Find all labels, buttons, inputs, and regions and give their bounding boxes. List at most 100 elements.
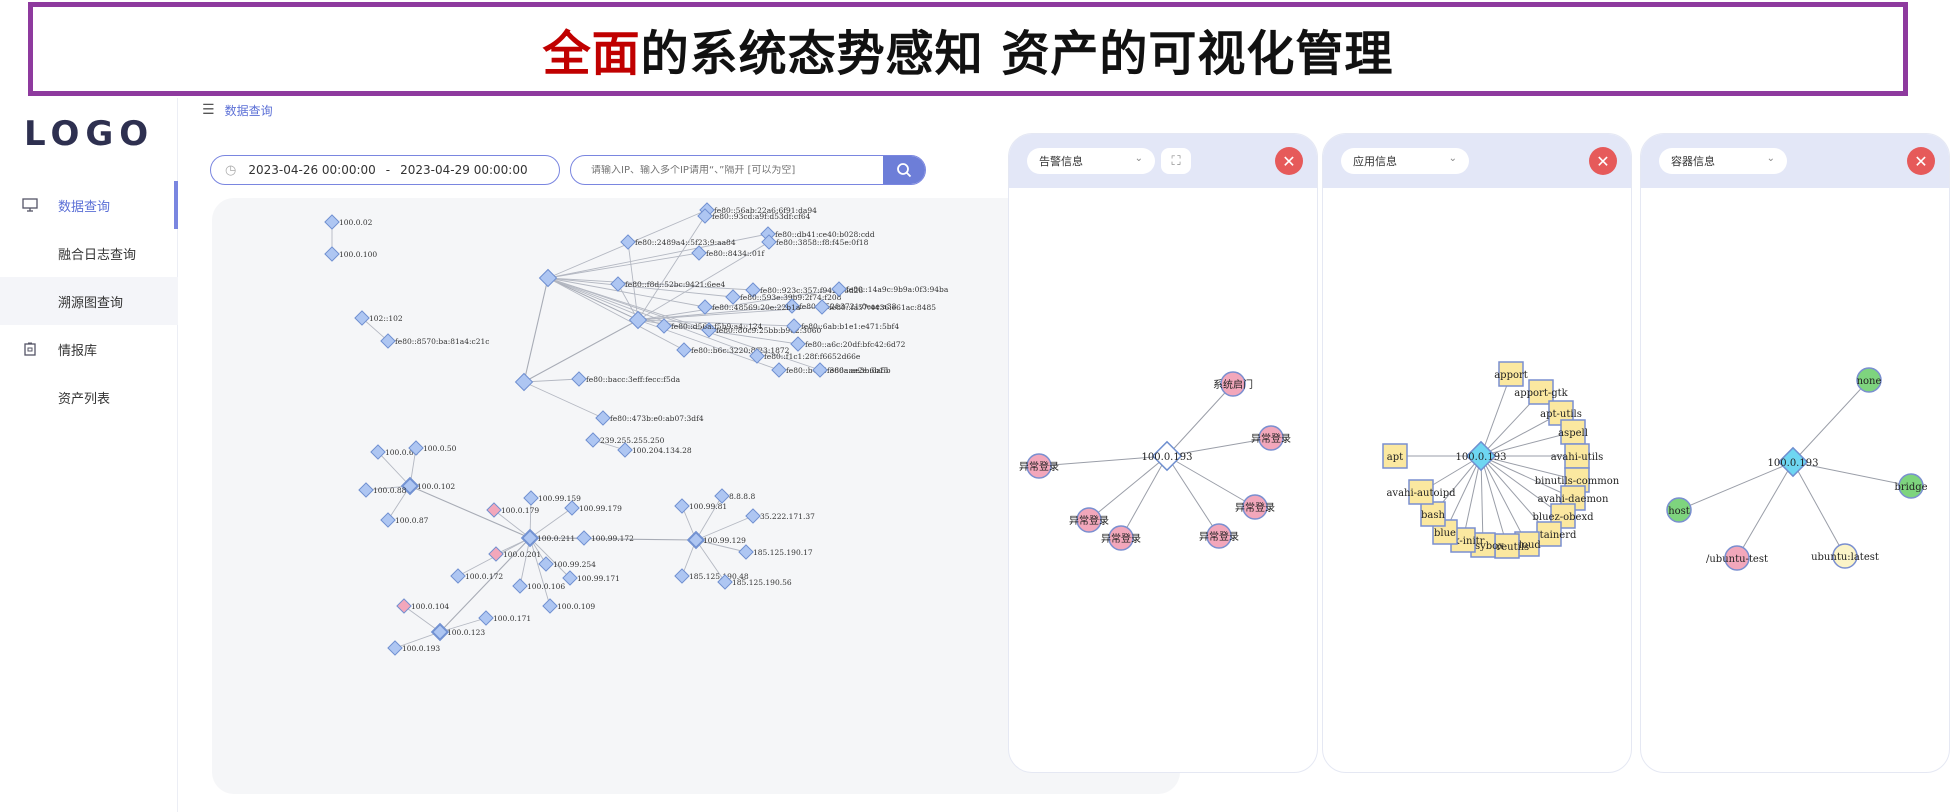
panel-node[interactable] — [1550, 503, 1576, 529]
graph-node[interactable] — [396, 598, 412, 614]
date-range-picker[interactable]: ◷ 2023-04-26 00:00:00 - 2023-04-29 00:00… — [210, 155, 560, 185]
graph-node[interactable] — [538, 556, 554, 572]
graph-node[interactable] — [585, 432, 601, 448]
graph-node[interactable] — [745, 508, 761, 524]
graph-node[interactable] — [674, 498, 690, 514]
graph-node[interactable] — [697, 299, 713, 315]
close-icon[interactable]: ✕ — [1275, 147, 1303, 175]
graph-node[interactable] — [749, 348, 765, 364]
graph-node[interactable] — [358, 482, 374, 498]
info-type-select[interactable]: 应用信息 ⌄ — [1341, 148, 1469, 174]
graph-hub-node[interactable] — [628, 310, 648, 330]
panel-node[interactable] — [1420, 501, 1446, 527]
info-type-select[interactable]: 容器信息 ⌄ — [1659, 148, 1787, 174]
graph-node[interactable] — [564, 500, 580, 516]
graph-node[interactable] — [717, 574, 733, 590]
panel-node[interactable] — [1898, 473, 1924, 499]
graph-node[interactable] — [380, 333, 396, 349]
close-icon[interactable]: ✕ — [1907, 147, 1935, 175]
graph-node[interactable] — [812, 362, 828, 378]
graph-node[interactable] — [761, 234, 777, 250]
graph-node[interactable] — [784, 298, 800, 314]
panel-node[interactable] — [1528, 379, 1554, 405]
graph-node[interactable] — [522, 530, 538, 546]
graph-node[interactable] — [674, 568, 690, 584]
search-button[interactable] — [883, 156, 925, 184]
graph-node[interactable] — [354, 310, 370, 326]
panel-node[interactable] — [1258, 425, 1284, 451]
graph-node[interactable] — [432, 624, 448, 640]
panel-node[interactable] — [1498, 361, 1524, 387]
panel-node[interactable] — [1832, 543, 1858, 569]
graph-node[interactable] — [370, 444, 386, 460]
panel-center-node[interactable] — [1777, 446, 1809, 478]
menu-fold-icon[interactable]: ☰ — [202, 102, 215, 118]
network-graph-canvas[interactable]: fe80::56ab:22a6:6f91:da94fe80::93cd:a9f:… — [212, 198, 1180, 794]
close-icon[interactable]: ✕ — [1589, 147, 1617, 175]
graph-node[interactable] — [688, 532, 704, 548]
graph-hub-node[interactable] — [514, 372, 534, 392]
panel-node[interactable] — [1026, 453, 1052, 479]
graph-node[interactable] — [523, 490, 539, 506]
sidebar-item-log-query[interactable]: 融合日志查询 — [0, 229, 178, 277]
graph-node[interactable] — [324, 246, 340, 262]
graph-node[interactable] — [408, 440, 424, 456]
graph-hub-node[interactable] — [538, 268, 558, 288]
expand-icon[interactable]: ⛶ — [1161, 148, 1191, 174]
graph-node[interactable] — [486, 502, 502, 518]
graph-node[interactable] — [691, 245, 707, 261]
panel-node[interactable] — [1560, 419, 1586, 445]
graph-node[interactable] — [610, 276, 626, 292]
ip-search-input[interactable] — [591, 164, 861, 176]
sidebar-item-intel[interactable]: 情报库 — [0, 325, 178, 373]
graph-node[interactable] — [380, 512, 396, 528]
sidebar-item-assets[interactable]: 资产列表 — [0, 373, 178, 421]
container-graph[interactable]: none bridge host/ubuntu-test ubuntu:latest 1… — [1641, 188, 1950, 773]
graph-node[interactable] — [402, 478, 418, 494]
graph-node[interactable] — [697, 208, 713, 224]
graph-node[interactable] — [771, 362, 787, 378]
graph-node[interactable] — [738, 544, 754, 560]
graph-node[interactable] — [786, 318, 802, 334]
sidebar-item-trace-query[interactable]: 溯源图查询 — [0, 277, 178, 325]
graph-node[interactable] — [701, 322, 717, 338]
panel-node[interactable] — [1564, 443, 1590, 469]
graph-node[interactable] — [620, 234, 636, 250]
panel-node[interactable] — [1382, 443, 1408, 469]
graph-node[interactable] — [478, 610, 494, 626]
panel-node[interactable] — [1220, 371, 1246, 397]
graph-node[interactable] — [831, 281, 847, 297]
panel-node[interactable] — [1408, 479, 1434, 505]
graph-node[interactable] — [571, 371, 587, 387]
graph-node[interactable] — [725, 289, 741, 305]
panel-node[interactable] — [1076, 507, 1102, 533]
graph-node[interactable] — [814, 299, 830, 315]
graph-node[interactable] — [512, 578, 528, 594]
info-type-select[interactable]: 告警信息 ⌄ — [1027, 148, 1155, 174]
graph-node[interactable] — [542, 598, 558, 614]
graph-node[interactable] — [676, 342, 692, 358]
graph-node[interactable] — [488, 546, 504, 562]
panel-node[interactable] — [1856, 367, 1882, 393]
panel-node[interactable] — [1242, 494, 1268, 520]
date-end[interactable]: 2023-04-29 00:00:00 — [400, 163, 528, 177]
graph-node[interactable] — [790, 336, 806, 352]
graph-node[interactable] — [387, 640, 403, 656]
graph-node[interactable] — [450, 568, 466, 584]
sidebar-item-data-query[interactable]: 数据查询 — [0, 181, 178, 229]
date-start[interactable]: 2023-04-26 00:00:00 — [248, 163, 376, 177]
app-graph[interactable]: apport apport-gtk apt-utils aspell avahi-uti… — [1323, 188, 1632, 773]
panel-center-node[interactable] — [1465, 440, 1497, 472]
graph-node[interactable] — [617, 442, 633, 458]
graph-node[interactable] — [714, 488, 730, 504]
graph-node[interactable] — [324, 214, 340, 230]
panel-node[interactable] — [1206, 523, 1232, 549]
panel-node[interactable] — [1108, 525, 1134, 551]
graph-node[interactable] — [562, 570, 578, 586]
panel-center-node[interactable] — [1151, 440, 1183, 472]
graph-node[interactable] — [595, 410, 611, 426]
breadcrumb[interactable]: 数据查询 — [224, 103, 273, 118]
graph-node[interactable] — [745, 282, 761, 298]
panel-node[interactable] — [1724, 545, 1750, 571]
